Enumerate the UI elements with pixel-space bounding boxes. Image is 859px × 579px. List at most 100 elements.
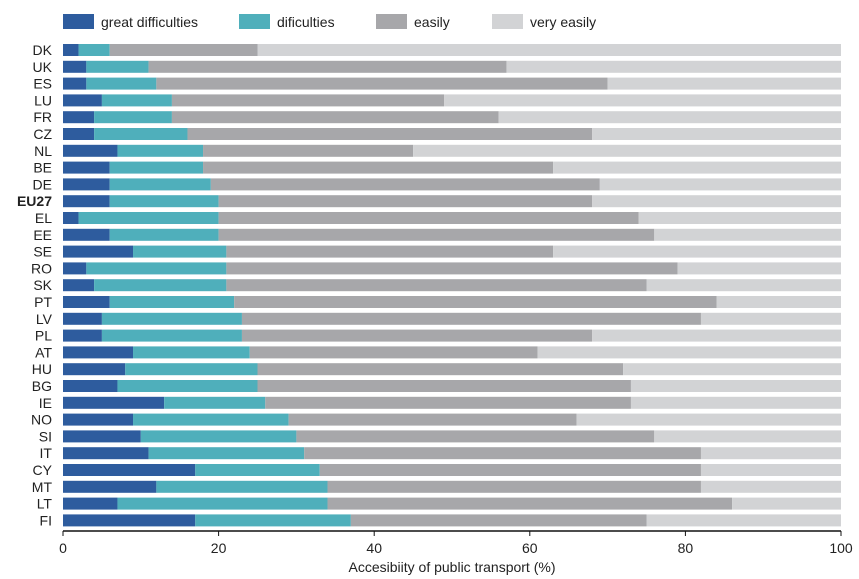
legend-label-3: very easily (530, 14, 596, 30)
bar-CY-1 (195, 464, 320, 476)
bar-EE-2 (218, 228, 655, 241)
bar-EE-1 (109, 228, 219, 241)
bar-ES-2 (156, 77, 608, 90)
bar-FI-1 (195, 514, 351, 527)
bar-SI-2 (296, 430, 655, 443)
bar-DE-0 (63, 178, 110, 191)
category-label-MT: MT (32, 479, 53, 495)
bar-PL-2 (241, 329, 593, 342)
bar-IE-3 (630, 396, 841, 409)
bar-PL-0 (63, 329, 102, 342)
bar-HU-3 (623, 363, 841, 376)
legend: great difficulties dificulties easily very … (63, 14, 596, 30)
bar-NO-0 (63, 413, 134, 426)
bar-AT-3 (537, 346, 841, 359)
bar-EE-0 (63, 228, 110, 241)
bar-HU-2 (257, 363, 624, 376)
bar-FR-0 (63, 111, 95, 124)
category-label-HU: HU (32, 361, 52, 377)
bar-CZ-3 (592, 128, 841, 140)
legend-label-2: easily (414, 14, 450, 30)
bar-EL-1 (78, 212, 219, 224)
category-label-PT: PT (34, 294, 52, 310)
bar-BE-1 (109, 161, 204, 174)
bar-AT-1 (133, 346, 250, 359)
category-label-SE: SE (33, 244, 52, 260)
bar-PL-3 (592, 329, 841, 342)
x-tick-label-1: 20 (211, 540, 227, 556)
legend-label-0: great difficulties (101, 14, 198, 30)
category-label-BG: BG (32, 378, 52, 394)
bar-SK-3 (646, 279, 841, 292)
bar-DK-1 (78, 44, 110, 56)
x-tick-label-3: 60 (522, 540, 538, 556)
x-tick-label-0: 0 (59, 540, 67, 556)
category-label-LV: LV (36, 311, 53, 327)
bar-NO-3 (576, 413, 841, 426)
bar-NL-2 (203, 144, 414, 157)
bar-NL-1 (117, 144, 204, 157)
bar-DK-3 (257, 44, 841, 56)
bar-LV-3 (700, 312, 841, 325)
legend-swatch-3 (492, 14, 523, 29)
bar-IE-2 (265, 396, 631, 409)
bar-CY-3 (700, 464, 841, 476)
bar-FR-1 (94, 111, 172, 124)
bar-IE-1 (164, 396, 266, 409)
category-label-AT: AT (35, 344, 52, 360)
x-tick-label-2: 40 (366, 540, 382, 556)
category-label-CZ: CZ (33, 126, 52, 142)
bar-ES-0 (63, 77, 87, 90)
bar-MT-0 (63, 480, 157, 493)
bar-UK-1 (86, 60, 149, 73)
bar-RO-0 (63, 262, 87, 275)
bar-DE-2 (210, 178, 600, 191)
bar-PL-1 (101, 329, 242, 342)
bar-DK-0 (63, 44, 79, 56)
bar-LV-2 (241, 312, 701, 325)
category-label-SI: SI (39, 428, 52, 444)
bar-SI-1 (140, 430, 297, 443)
bar-DE-3 (599, 178, 841, 191)
bar-IE-0 (63, 396, 165, 409)
bar-HU-0 (63, 363, 126, 376)
bar-AT-0 (63, 346, 134, 359)
bar-RO-2 (226, 262, 678, 275)
bar-LT-3 (732, 497, 841, 510)
bar-FI-0 (63, 514, 196, 527)
bar-LV-0 (63, 312, 102, 325)
bar-DK-2 (109, 44, 258, 56)
bar-PT-2 (234, 296, 717, 308)
bar-SE-0 (63, 245, 134, 258)
bar-EU27-2 (218, 195, 593, 208)
bar-LU-2 (171, 94, 445, 107)
category-label-LU: LU (34, 92, 52, 108)
bar-EU27-0 (63, 195, 110, 208)
bar-SK-2 (226, 279, 647, 292)
bar-CZ-0 (63, 128, 95, 140)
bar-UK-0 (63, 60, 87, 73)
bar-MT-3 (700, 480, 841, 493)
bar-IT-3 (700, 447, 841, 460)
bar-SI-0 (63, 430, 141, 443)
bar-MT-2 (327, 480, 701, 493)
bar-LU-0 (63, 94, 102, 107)
bar-PT-3 (716, 296, 841, 308)
bar-CY-2 (319, 464, 701, 476)
category-label-EU27: EU27 (17, 193, 52, 209)
x-axis-ticks: 0 20 40 60 80 100 (59, 531, 853, 556)
bar-NO-2 (288, 413, 577, 426)
bar-EU27-1 (109, 195, 219, 208)
bar-SE-2 (226, 245, 554, 258)
category-label-PL: PL (35, 328, 52, 344)
category-label-SK: SK (33, 277, 52, 293)
bar-MT-1 (156, 480, 328, 493)
bar-RO-1 (86, 262, 227, 275)
bar-FI-2 (350, 514, 647, 527)
bar-IT-0 (63, 447, 149, 460)
bar-LV-1 (101, 312, 242, 325)
bar-PT-0 (63, 296, 110, 308)
category-label-NL: NL (34, 143, 52, 159)
category-label-FI: FI (40, 512, 52, 528)
